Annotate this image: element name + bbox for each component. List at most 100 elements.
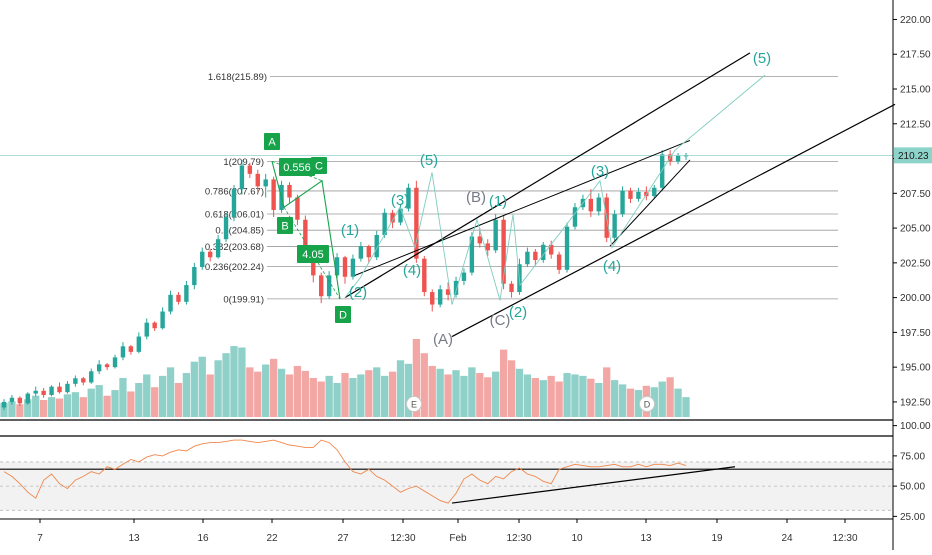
candle-body	[636, 191, 641, 199]
pattern-ratio-label: 4.05	[302, 249, 323, 261]
wave-label: (4)	[403, 262, 421, 279]
candle-body	[652, 187, 657, 197]
candle-body	[152, 322, 157, 329]
price-tick-label: 220.00	[900, 15, 931, 26]
candle-body	[168, 294, 173, 312]
volume-bar	[293, 365, 302, 417]
candle-body	[437, 289, 443, 305]
candle-body	[207, 251, 213, 258]
candle-body	[556, 254, 562, 270]
volume-bar	[499, 349, 508, 417]
time-tick-label: 16	[197, 533, 209, 544]
volume-bar	[492, 371, 500, 417]
volume-bar	[420, 353, 428, 417]
fib-label: 0(199.91)	[223, 294, 264, 305]
candle-body	[120, 346, 126, 358]
volume-bar	[269, 358, 278, 417]
wave-label: (5)	[420, 152, 438, 169]
price-tick-label: 192.50	[900, 397, 931, 408]
volume-bar	[103, 395, 111, 417]
volume-bar	[79, 397, 87, 417]
volume-bar	[166, 367, 175, 417]
volume-bar	[476, 373, 484, 417]
price-tick-label: 212.50	[900, 119, 931, 130]
time-tick-label: 7	[37, 533, 43, 544]
volume-bar	[531, 378, 539, 417]
candle-body	[176, 294, 181, 302]
candle-body	[334, 257, 340, 276]
volume-bar	[47, 397, 56, 417]
event-marker	[639, 396, 655, 412]
candle-body	[287, 184, 292, 198]
volume-bar	[111, 390, 119, 417]
volume-bar	[174, 382, 183, 417]
pattern-point-box	[264, 133, 280, 150]
volume-bar	[396, 360, 405, 417]
candle-body	[81, 378, 86, 383]
volume-bar	[381, 375, 389, 417]
volume-bar	[127, 391, 135, 417]
fib-label: 1.618(215.89)	[208, 72, 267, 83]
time-tick-label: 12:30	[506, 533, 531, 544]
candle-body	[501, 219, 506, 284]
volume-bar	[587, 378, 595, 417]
volume-bar	[523, 374, 532, 417]
volume-bar	[277, 368, 286, 417]
candle-body	[136, 336, 142, 352]
candle-body	[461, 272, 467, 281]
volume-bar	[571, 374, 579, 417]
pattern-point-box	[335, 306, 351, 323]
candle-body	[660, 154, 665, 188]
candle-body	[160, 311, 165, 329]
candle-body	[25, 393, 30, 404]
volume-bar	[246, 367, 254, 417]
candle-body	[382, 212, 387, 236]
abcd-pattern	[271, 161, 341, 300]
candle-body	[469, 236, 475, 273]
pattern-point-label: D	[339, 310, 347, 322]
candle-body	[65, 383, 70, 393]
volume-bar	[325, 375, 333, 417]
wave-label: (2)	[349, 284, 367, 301]
volume-bar	[563, 373, 571, 417]
candle-body	[548, 244, 554, 255]
wave-label: (3)	[591, 163, 609, 180]
candle-body	[477, 236, 483, 244]
wave-label: (3)	[391, 192, 409, 209]
event-marker-label: D	[644, 400, 651, 410]
volume-bar	[317, 381, 325, 417]
volume-bar	[151, 387, 159, 417]
wave-path	[344, 74, 766, 305]
candle-body	[596, 197, 601, 212]
time-tick-label: 13	[640, 533, 652, 544]
volume-bar	[309, 378, 317, 417]
wave-label: (2)	[509, 304, 527, 321]
volume-bar	[222, 353, 230, 417]
candle-body	[588, 198, 594, 212]
volume-bar	[468, 367, 476, 417]
pattern-ratio-box	[279, 158, 315, 176]
volume-bar	[206, 374, 214, 417]
volume-bar	[333, 382, 341, 417]
candle-body	[57, 386, 62, 393]
candle-body	[96, 364, 102, 372]
volume-bar	[214, 360, 222, 417]
fib-label: 0.5(204.85)	[215, 226, 264, 237]
pattern-ratio-box	[297, 245, 329, 263]
volume-bar	[71, 392, 80, 417]
channel-lower-line	[451, 103, 896, 338]
candle-body	[485, 243, 490, 251]
volume-bar	[610, 380, 619, 417]
candle-body	[390, 212, 395, 223]
candle-body	[572, 207, 578, 227]
candle-body	[564, 226, 570, 270]
volume-bar	[595, 382, 603, 417]
volume-bar	[555, 381, 563, 417]
volume-bar	[198, 356, 206, 417]
candle-body	[533, 251, 538, 261]
volume-bar	[373, 367, 381, 417]
volume-bar	[626, 388, 635, 417]
